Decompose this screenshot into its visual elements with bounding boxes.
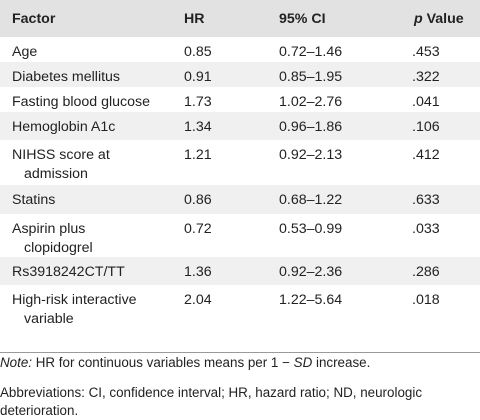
abbrev-line2: deterioration. xyxy=(0,403,79,418)
cell-hr: 0.86 xyxy=(184,192,212,208)
cell-factor-line1: NIHSS score at xyxy=(12,147,110,163)
table-row: Rs3918242CT/TT 1.36 0.92–2.36 .286 xyxy=(0,257,480,285)
cell-p-value: .106 xyxy=(412,119,440,135)
table-row: NIHSS score at admission 1.21 0.92–2.13 .412 xyxy=(0,140,480,185)
cell-ci: 1.02–2.76 xyxy=(279,94,343,110)
cell-factor: Rs3918242CT/TT xyxy=(12,263,162,282)
table-row: Statins 0.86 0.68–1.22 .633 xyxy=(0,185,480,214)
cell-p-value: .322 xyxy=(412,69,440,85)
cell-factor-line1: Age xyxy=(12,44,38,60)
cell-factor: NIHSS score at admission xyxy=(12,146,162,184)
cell-hr: 1.21 xyxy=(184,147,212,163)
table-row: High-risk interactive variable 2.04 1.22–5.… xyxy=(0,285,480,332)
header-factor: Factor xyxy=(12,11,56,27)
header-p-suffix: Value xyxy=(422,11,464,27)
note-sd: SD xyxy=(293,355,313,370)
cell-hr: 0.85 xyxy=(184,44,212,60)
cell-factor-line1: Statins xyxy=(12,192,56,208)
cell-p-value: .018 xyxy=(412,292,440,308)
cell-factor-line1: Diabetes mellitus xyxy=(12,69,121,85)
abbreviations-note: Abbreviations: CI, confidence interval; … xyxy=(0,384,476,420)
table-row: Age 0.85 0.72–1.46 .453 xyxy=(0,37,480,62)
cell-factor-line1: Fasting blood glucose xyxy=(12,94,151,110)
cell-hr: 1.73 xyxy=(184,94,212,110)
cell-factor-line2: clopidogrel xyxy=(24,240,93,256)
cell-factor: Aspirin plus clopidogrel xyxy=(12,220,162,258)
cell-factor: High-risk interactive variable xyxy=(12,291,162,329)
cell-factor-line1: High-risk interactive xyxy=(12,292,137,308)
cell-factor: Hemoglobin A1c xyxy=(12,118,162,137)
cell-hr: 1.36 xyxy=(184,264,212,280)
cell-ci: 0.85–1.95 xyxy=(279,69,343,85)
cell-ci: 0.92–2.13 xyxy=(279,147,343,163)
cell-factor-line2: variable xyxy=(24,311,74,327)
cell-factor: Statins xyxy=(12,191,162,210)
table-row: Diabetes mellitus 0.91 0.85–1.95 .322 xyxy=(0,62,480,87)
cell-factor: Fasting blood glucose xyxy=(12,93,162,112)
cell-factor-line1: Rs3918242CT/TT xyxy=(12,264,125,280)
table-row: Fasting blood glucose 1.73 1.02–2.76 .041 xyxy=(0,87,480,112)
cell-hr: 1.34 xyxy=(184,119,212,135)
cell-ci: 0.68–1.22 xyxy=(279,192,343,208)
header-p-value: p Value xyxy=(414,10,464,29)
table-header: Factor HR 95% CI p Value xyxy=(0,0,480,37)
cell-factor-line1: Aspirin plus xyxy=(12,221,86,237)
cell-p-value: .033 xyxy=(412,221,440,237)
header-hr: HR xyxy=(184,11,205,27)
cell-factor-line1: Hemoglobin A1c xyxy=(12,119,116,135)
cell-factor: Diabetes mellitus xyxy=(12,68,162,87)
note-text-b: increase. xyxy=(312,355,371,370)
cell-p-value: .412 xyxy=(412,147,440,163)
cell-factor-line2: admission xyxy=(24,166,88,182)
cell-p-value: .633 xyxy=(412,192,440,208)
note-text-a: HR for continuous variables means per 1 … xyxy=(32,355,294,370)
note-line: Note: HR for continuous variables means … xyxy=(0,354,476,372)
cell-ci: 0.92–2.36 xyxy=(279,264,343,280)
abbrev-line1: Abbreviations: CI, confidence interval; … xyxy=(0,385,423,400)
cell-hr: 2.04 xyxy=(184,292,212,308)
cell-p-value: .041 xyxy=(412,94,440,110)
cell-hr: 0.91 xyxy=(184,69,212,85)
header-ci: 95% CI xyxy=(279,11,326,27)
cell-ci: 0.96–1.86 xyxy=(279,119,343,135)
cell-ci: 1.22–5.64 xyxy=(279,292,343,308)
cell-ci: 0.72–1.46 xyxy=(279,44,343,60)
cell-hr: 0.72 xyxy=(184,221,212,237)
cell-p-value: .286 xyxy=(412,264,440,280)
cell-ci: 0.53–0.99 xyxy=(279,221,343,237)
table-bottom-rule xyxy=(0,352,480,353)
table-note: Note: HR for continuous variables means … xyxy=(0,354,476,372)
table-row: Aspirin plus clopidogrel 0.72 0.53–0.99 .033 xyxy=(0,214,480,257)
cell-p-value: .453 xyxy=(412,44,440,60)
cell-factor: Age xyxy=(12,43,162,62)
header-p-italic: p xyxy=(414,11,423,27)
note-label: Note: xyxy=(0,355,33,370)
table-row: Hemoglobin A1c 1.34 0.96–1.86 .106 xyxy=(0,112,480,140)
